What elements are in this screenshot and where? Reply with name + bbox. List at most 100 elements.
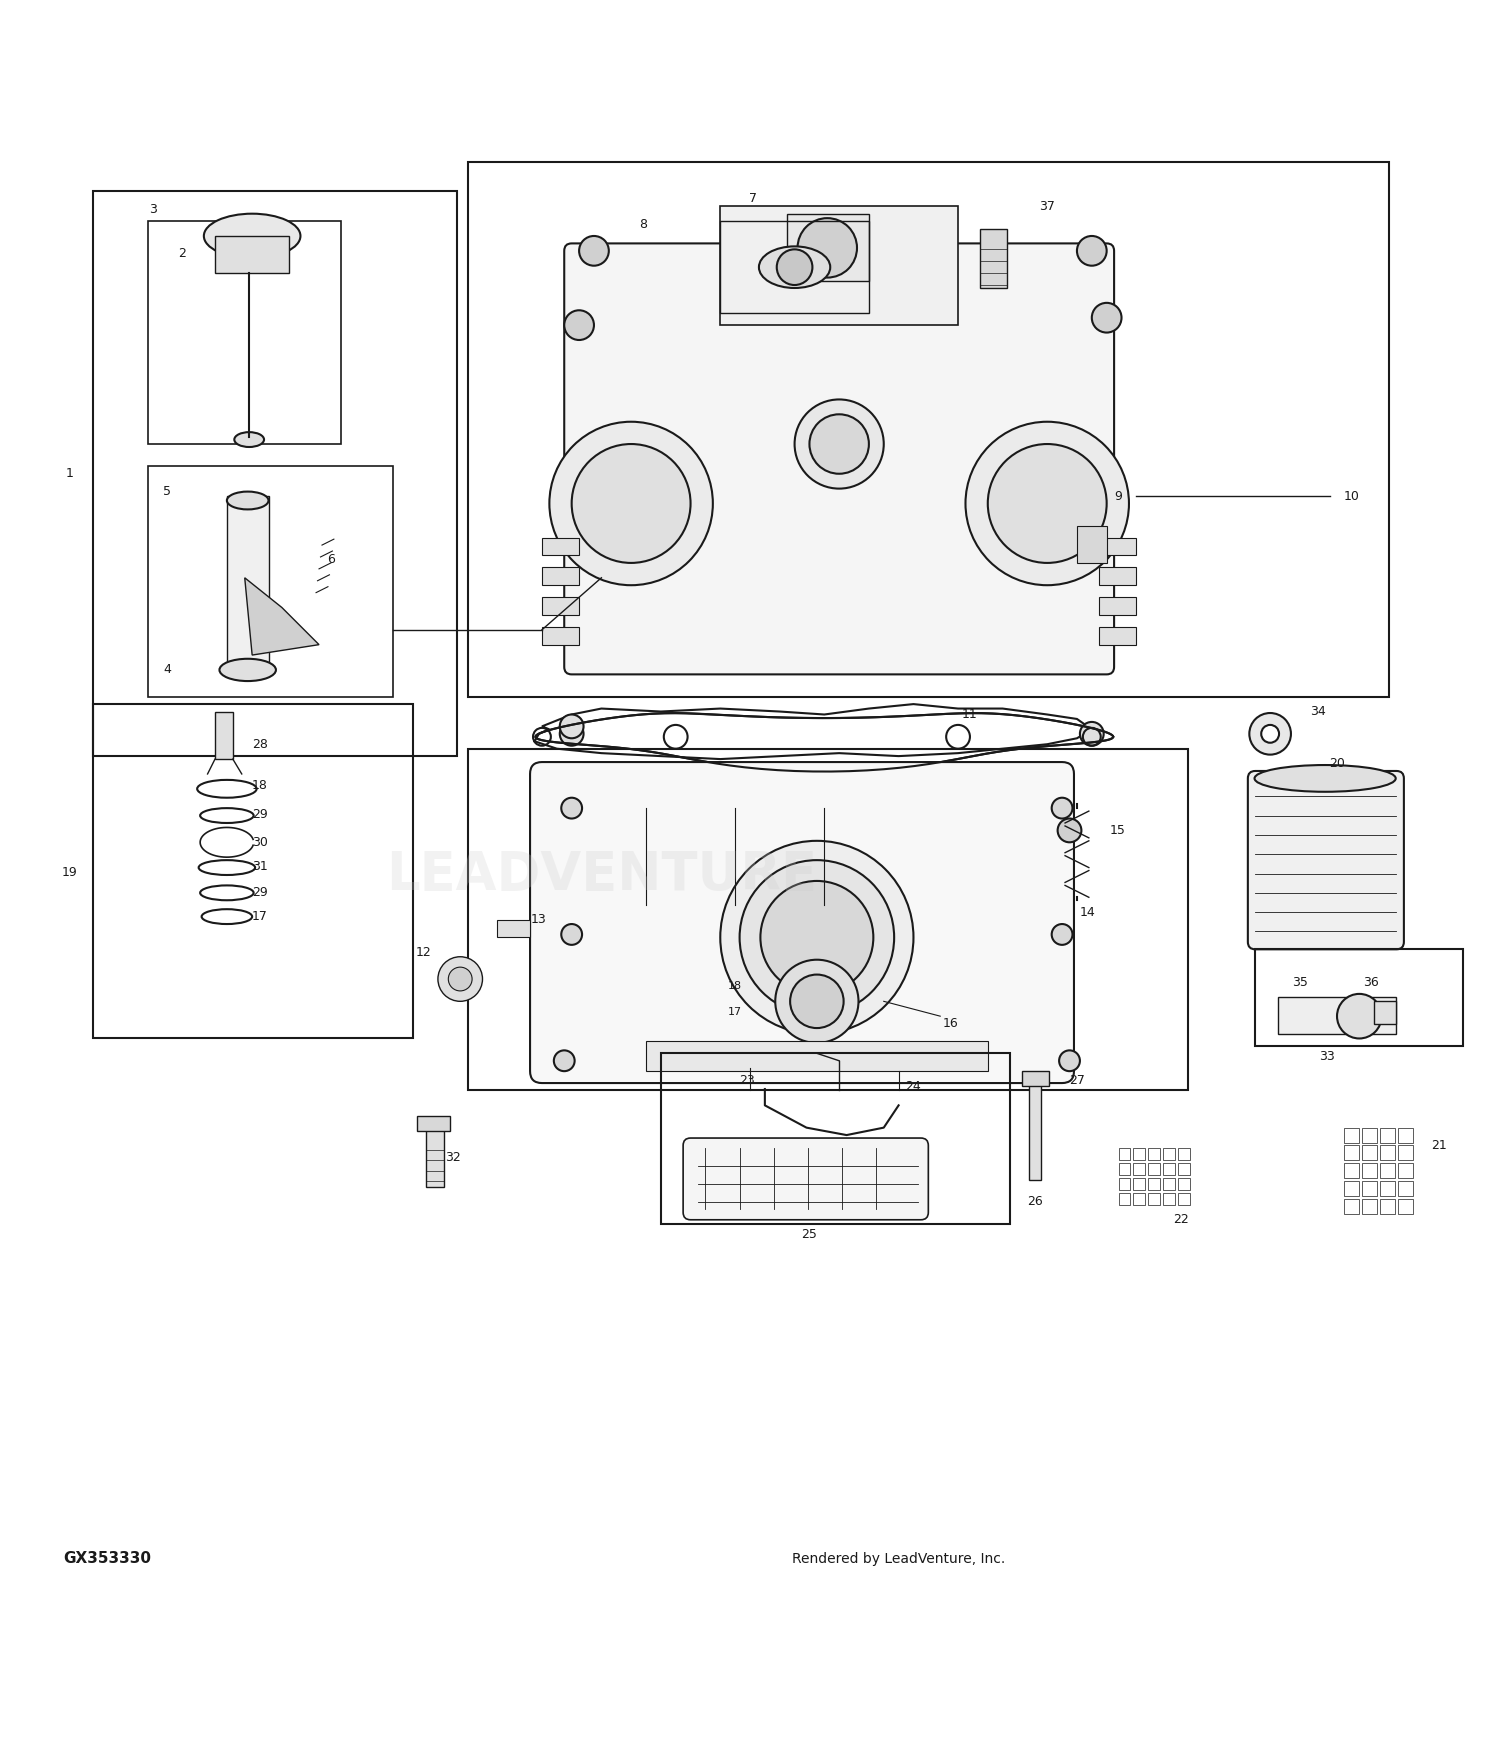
Ellipse shape (219, 658, 276, 681)
FancyBboxPatch shape (530, 761, 1074, 1083)
Bar (1398, 1199, 1413, 1214)
Bar (1134, 1148, 1146, 1160)
Circle shape (560, 714, 584, 738)
Bar (1162, 1164, 1174, 1176)
Bar (646, 1041, 988, 1071)
Text: 8: 8 (639, 217, 646, 231)
Bar (93, 191, 458, 756)
Ellipse shape (226, 492, 268, 509)
Circle shape (776, 959, 858, 1043)
Text: 30: 30 (252, 836, 268, 849)
Text: 9: 9 (1114, 490, 1122, 502)
Bar (542, 597, 579, 614)
Text: 23: 23 (740, 1073, 754, 1087)
Circle shape (549, 422, 712, 584)
Circle shape (438, 957, 483, 1001)
Bar (1178, 1178, 1190, 1190)
Bar (542, 626, 579, 644)
Bar (148, 220, 342, 444)
Bar (93, 704, 413, 1038)
Circle shape (572, 444, 690, 564)
Bar (468, 749, 1188, 1090)
Bar (1362, 1164, 1377, 1178)
Bar (1344, 1181, 1359, 1195)
Circle shape (777, 248, 813, 285)
Circle shape (561, 924, 582, 945)
Circle shape (966, 422, 1130, 584)
Text: 13: 13 (531, 914, 548, 926)
Text: 24: 24 (906, 1080, 921, 1092)
Text: 16: 16 (942, 1017, 958, 1031)
Text: 18: 18 (252, 779, 268, 793)
Circle shape (560, 723, 584, 746)
Bar (1362, 1181, 1377, 1195)
Bar (1119, 1148, 1131, 1160)
Text: 20: 20 (1329, 758, 1346, 770)
Text: LEADVENTURE: LEADVENTURE (386, 849, 818, 901)
Bar (1100, 567, 1137, 584)
Circle shape (1262, 724, 1280, 742)
Bar (720, 206, 958, 326)
Circle shape (1080, 723, 1104, 746)
Text: 15: 15 (1110, 824, 1125, 836)
Bar (1178, 1194, 1190, 1206)
Text: 2: 2 (178, 247, 186, 261)
Text: 19: 19 (62, 866, 76, 878)
Bar (148, 466, 393, 696)
Circle shape (740, 861, 894, 1015)
Text: 6: 6 (327, 553, 334, 567)
Bar (1178, 1148, 1190, 1160)
Bar (214, 236, 290, 273)
Bar (1344, 1199, 1359, 1214)
Text: 28: 28 (252, 738, 268, 751)
Text: 10: 10 (1344, 490, 1360, 502)
Bar (1077, 525, 1107, 564)
Circle shape (448, 968, 472, 990)
Circle shape (760, 880, 873, 994)
Bar (1398, 1127, 1413, 1143)
Circle shape (1052, 924, 1072, 945)
Bar (1178, 1164, 1190, 1176)
Bar (1362, 1146, 1377, 1160)
Text: 29: 29 (252, 886, 268, 900)
Bar (1344, 1146, 1359, 1160)
Bar (1029, 1083, 1041, 1180)
Bar (542, 537, 579, 555)
Bar (720, 220, 868, 313)
Text: 18: 18 (728, 982, 742, 992)
Bar (1162, 1178, 1174, 1190)
Bar (788, 214, 868, 280)
Text: Rendered by LeadVenture, Inc.: Rendered by LeadVenture, Inc. (792, 1552, 1005, 1566)
Ellipse shape (204, 214, 300, 259)
Circle shape (1052, 798, 1072, 819)
Bar (1119, 1178, 1131, 1190)
Text: 3: 3 (148, 203, 156, 215)
Circle shape (1250, 712, 1292, 754)
Text: 35: 35 (1292, 975, 1308, 989)
Text: 32: 32 (446, 1152, 460, 1164)
Text: 17: 17 (252, 910, 268, 922)
Text: 14: 14 (1080, 906, 1095, 919)
Bar (1134, 1178, 1146, 1190)
Bar (1380, 1146, 1395, 1160)
Text: 11: 11 (962, 709, 978, 721)
Bar (1256, 949, 1464, 1046)
Text: 1: 1 (66, 467, 74, 480)
Bar (1380, 1164, 1395, 1178)
Circle shape (1059, 1050, 1080, 1071)
Text: 33: 33 (1318, 1050, 1335, 1062)
Ellipse shape (234, 432, 264, 446)
Bar (1374, 1001, 1396, 1024)
Text: 29: 29 (252, 807, 268, 821)
Circle shape (579, 236, 609, 266)
Circle shape (564, 310, 594, 340)
Text: 7: 7 (748, 192, 758, 205)
Circle shape (561, 798, 582, 819)
Circle shape (1058, 819, 1082, 842)
Bar (1149, 1164, 1160, 1176)
Text: 17: 17 (728, 1006, 742, 1017)
Bar (1278, 997, 1396, 1034)
Bar (1134, 1194, 1146, 1206)
FancyBboxPatch shape (1248, 772, 1404, 948)
Circle shape (790, 975, 843, 1027)
